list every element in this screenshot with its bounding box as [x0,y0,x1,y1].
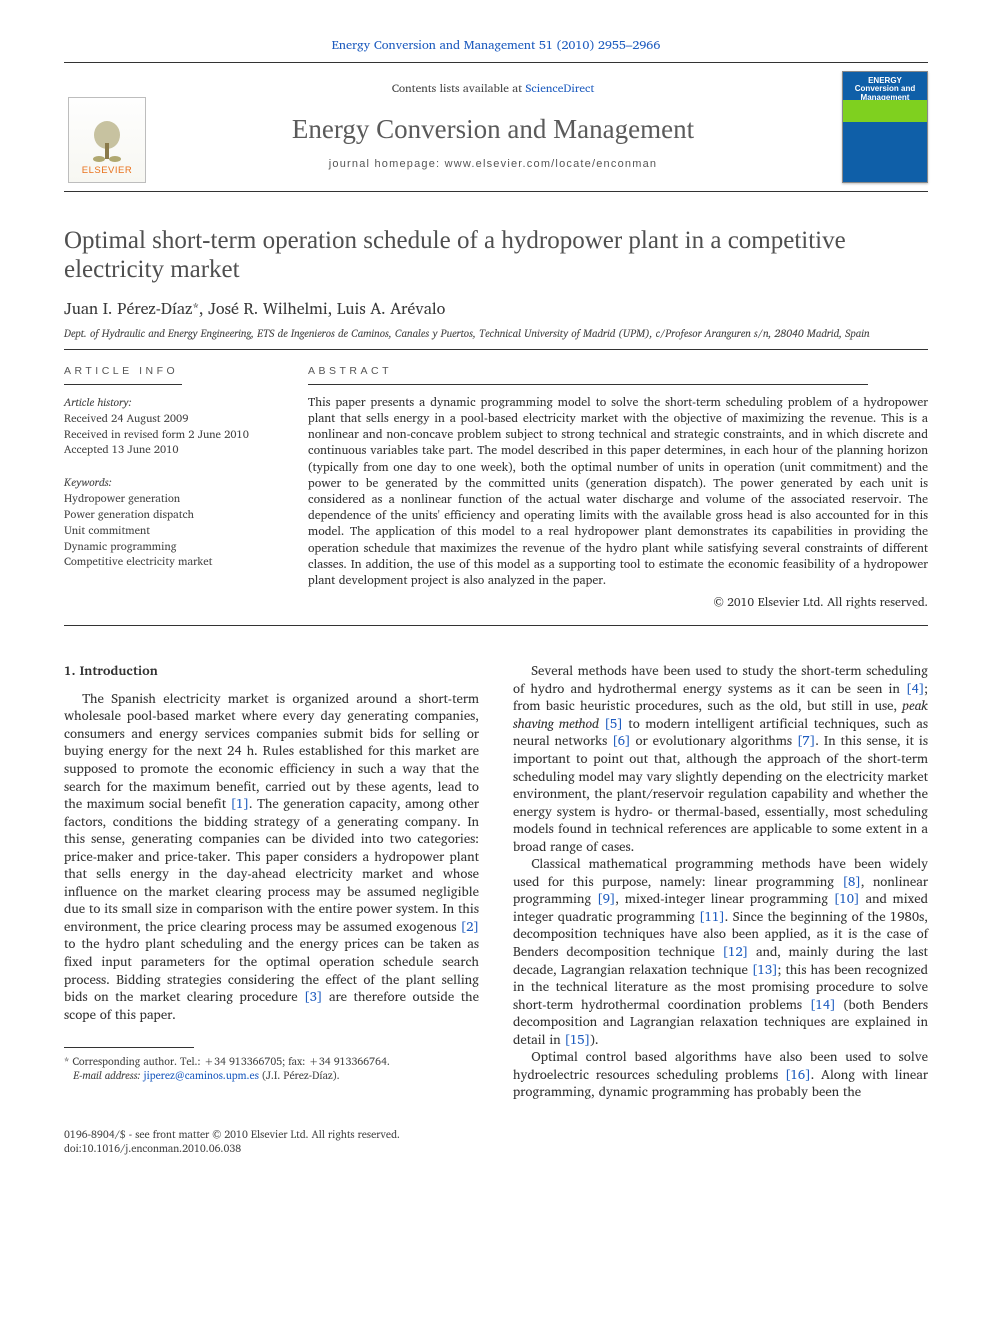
header-center: Contents lists available at ScienceDirec… [150,71,836,183]
section-number: 1. [64,659,76,681]
citation-link[interactable]: Energy Conversion and Management 51 (201… [332,35,661,55]
paragraph: Several methods have been used to study … [513,662,928,855]
journal-name: Energy Conversion and Management [158,111,828,147]
email-link[interactable]: jiperez@caminos.upm.es [144,1066,259,1084]
history-accepted: Accepted 13 June 2010 [64,442,288,457]
article-info-column: ARTICLE INFO Article history: Received 2… [64,350,308,626]
homepage-url: www.elsevier.com/locate/enconman [445,158,658,170]
cover-band [843,100,927,122]
info-abstract-block: ARTICLE INFO Article history: Received 2… [64,349,928,627]
section-title: Introduction [80,659,158,681]
abstract-heading: ABSTRACT [308,364,928,378]
author-1: Juan I. Pérez-Díaz [64,296,192,322]
paragraph: Classical mathematical programming metho… [513,855,928,1048]
body-two-columns: 1. Introduction The Spanish electricity … [64,662,928,1101]
keyword: Unit commitment [64,523,288,538]
keywords-block: Keywords: Hydropower generation Power ge… [64,475,288,569]
tree-icon [89,119,125,163]
keywords-label: Keywords: [64,475,288,490]
footer-doi: doi:10.1016/j.enconman.2010.06.038 [64,1141,928,1155]
section-heading: 1. Introduction [64,662,479,680]
left-column: 1. Introduction The Spanish electricity … [64,662,479,1101]
keyword: Power generation dispatch [64,507,288,522]
author-3: Luis A. Arévalo [337,296,445,322]
author-1-corr-mark: * [192,296,199,318]
keyword: Competitive electricity market [64,554,288,569]
ref-link[interactable]: [3] [304,985,322,1007]
publisher-logo-text: ELSEVIER [82,165,132,178]
paragraph: Optimal control based algorithms have al… [513,1048,928,1101]
text-run: . The generation capacity, among other f… [64,792,479,937]
sciencedirect-link[interactable]: ScienceDirect [525,79,594,98]
email-footnote: E-mail address: jiperez@caminos.upm.es (… [64,1068,479,1082]
text-run: Several methods have been used to study … [513,659,928,699]
abstract-column: ABSTRACT This paper presents a dynamic p… [308,350,928,626]
cover-image: ENERGY Conversion and Management [842,71,928,183]
history-label: Article history: [64,395,288,410]
keyword: Dynamic programming [64,539,288,554]
publisher-logo: ELSEVIER [64,71,150,183]
text-run: . In this sense, it is important to poin… [513,729,928,856]
abstract-copyright: © 2010 Elsevier Ltd. All rights reserved… [308,595,928,611]
history-revised: Received in revised form 2 June 2010 [64,427,288,442]
abstract-text: This paper presents a dynamic programmin… [308,395,928,589]
affiliation: Dept. of Hydraulic and Energy Engineerin… [64,326,928,340]
article-title: Optimal short-term operation schedule of… [64,226,928,285]
elsevier-logo: ELSEVIER [68,97,146,183]
top-citation: Energy Conversion and Management 51 (201… [64,36,928,54]
homepage-label: journal homepage: [329,158,445,170]
authors-line: Juan I. Pérez-Díaz*, José R. Wilhelmi, L… [64,299,928,321]
paragraph: The Spanish electricity market is organi… [64,690,479,1023]
cover-title: ENERGY Conversion and Management [848,77,922,102]
journal-header: ELSEVIER Contents lists available at Sci… [64,62,928,192]
contents-available-line: Contents lists available at ScienceDirec… [158,81,828,97]
journal-homepage: journal homepage: www.elsevier.com/locat… [158,157,828,172]
page-footer: 0196-8904/$ - see front matter © 2010 El… [64,1127,928,1155]
journal-cover-thumb: ENERGY Conversion and Management [836,71,928,183]
history-received: Received 24 August 2009 [64,411,288,426]
keyword: Hydropower generation [64,491,288,506]
article-info-heading: ARTICLE INFO [64,364,288,378]
email-suffix: (J.I. Pérez-Díaz). [259,1066,340,1084]
footnote-rule [64,1047,194,1048]
contents-prefix: Contents lists available at [392,79,526,98]
email-label: E-mail address: [73,1066,140,1084]
author-2: José R. Wilhelmi [208,296,328,322]
right-column: Several methods have been used to study … [513,662,928,1101]
